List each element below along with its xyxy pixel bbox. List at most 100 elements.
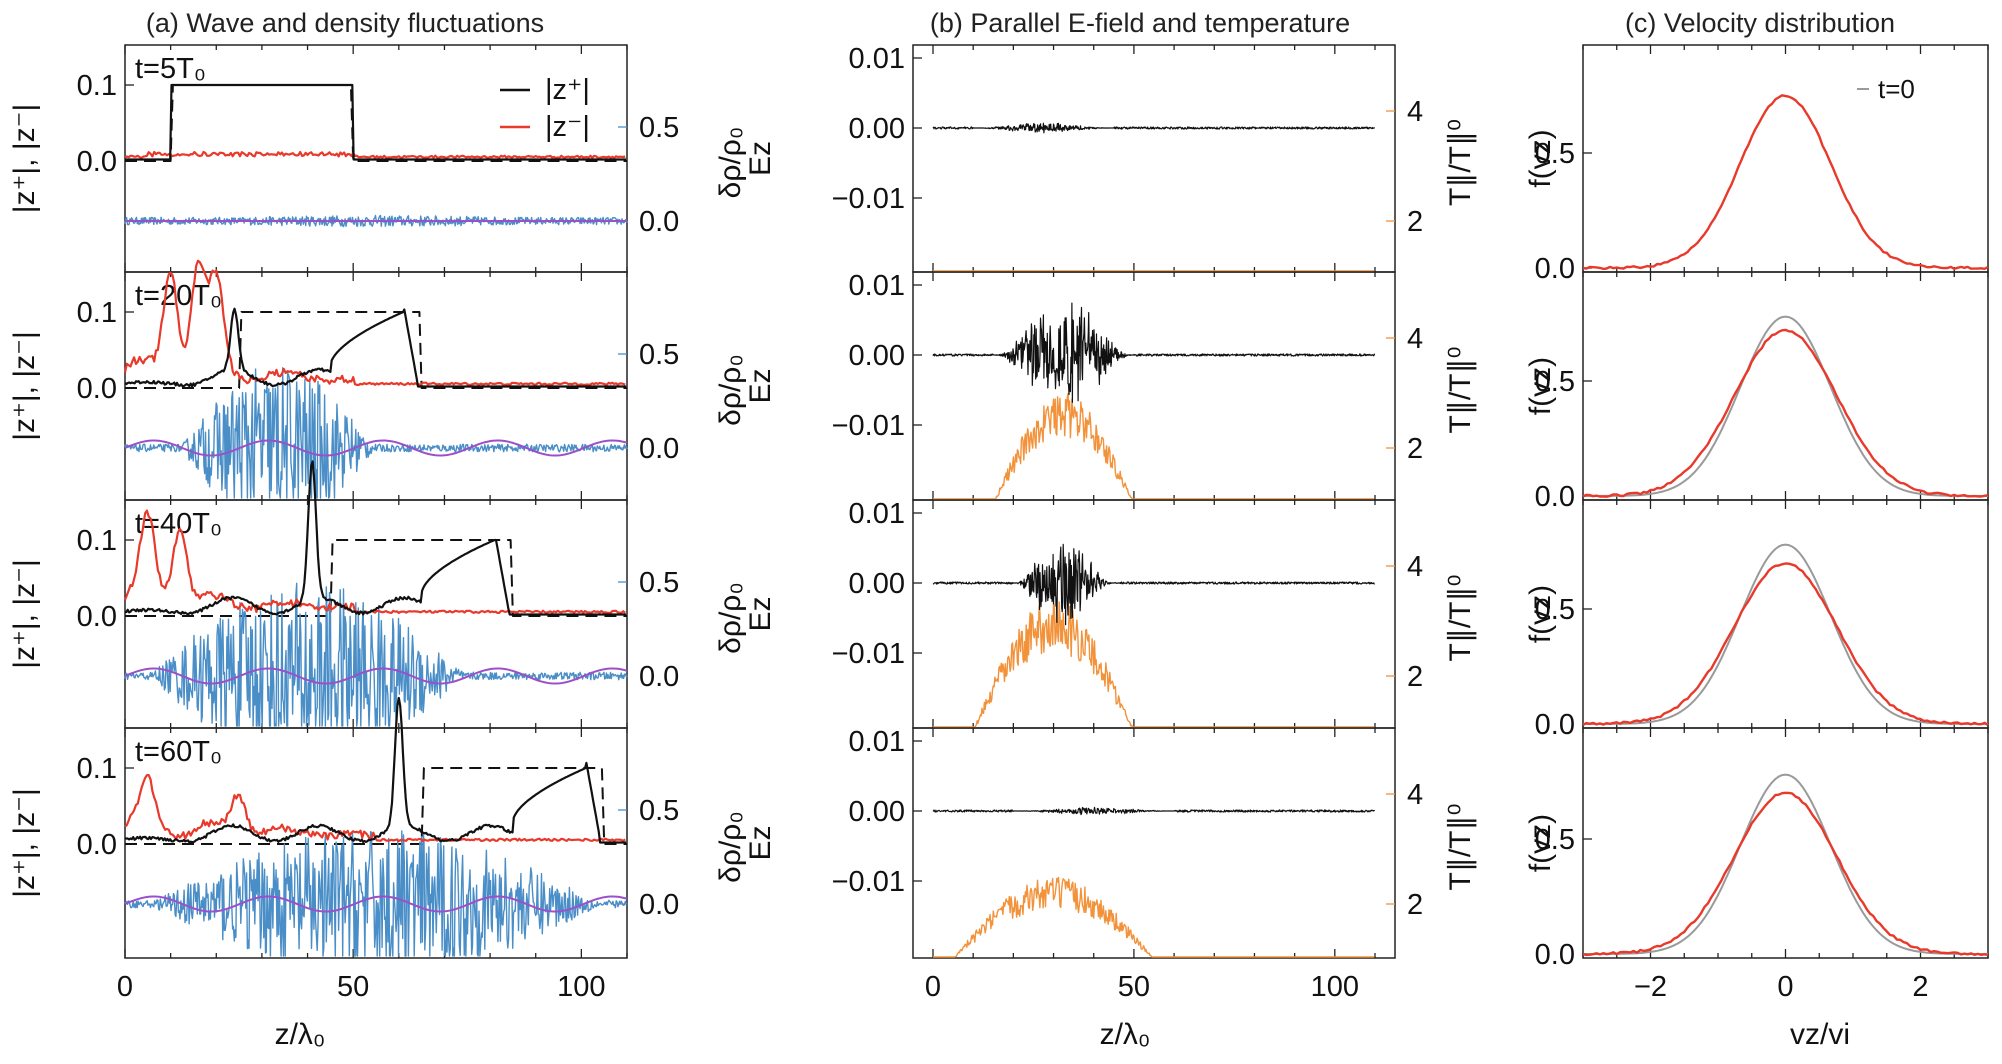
a-rtick-label: 0.0 [639, 661, 679, 693]
a-rtick-label: 0.5 [639, 795, 679, 827]
density-fluctuation [124, 830, 628, 957]
density-fluctuation [124, 367, 628, 499]
a-ytick-label: 0.0 [77, 373, 117, 405]
c-ytick-label: 0.5 [1535, 824, 1575, 856]
frame-c-3 [1582, 727, 1989, 959]
init-profile-dashed [125, 539, 627, 617]
b-rtick-label: 4 [1407, 551, 1423, 583]
b-ylabel-right: T∥/T∥⁰ [1444, 574, 1477, 661]
c-ylabel: f(vz) [1524, 814, 1557, 872]
b-ytick-label: −0.01 [832, 866, 905, 898]
b-rtick-label: 4 [1407, 779, 1423, 811]
b-ytick-label: 0.01 [849, 270, 905, 302]
z-minus-line [124, 150, 626, 160]
ez-line [932, 806, 1376, 816]
c-ytick-label: 0.5 [1535, 138, 1575, 170]
c-ytick-label: 0.0 [1535, 481, 1575, 513]
a-ylabel-left: |z⁺|, |z⁻| [8, 331, 41, 441]
b-rtick-label: 2 [1407, 206, 1423, 238]
tpar-line [933, 601, 1375, 728]
a-ylabel-right: δρ/ρ₀ [714, 354, 747, 426]
b-rtick-label: 4 [1407, 96, 1423, 128]
frame-c-2 [1582, 499, 1989, 729]
c-xtick-label: 2 [1912, 971, 1928, 1003]
density-mean [124, 895, 628, 913]
ez-line [932, 122, 1376, 134]
b-rtick-label: 2 [1407, 661, 1423, 693]
b-ytick-label: −0.01 [832, 638, 905, 670]
c-ylabel: f(vz) [1524, 357, 1557, 415]
c-ytick-label: 0.5 [1535, 366, 1575, 398]
f-t-line [1582, 94, 1989, 271]
f-t0-line [1583, 543, 1988, 725]
b-ylabel-left: Ez [744, 141, 777, 176]
b-ytick-label: 0.00 [849, 113, 905, 145]
z-plus-line [124, 460, 627, 616]
b-ytick-label: 0.01 [849, 498, 905, 530]
frame-b-1 [912, 271, 1396, 501]
a-rtick-label: 0.0 [639, 433, 679, 465]
b-ytick-label: 0.00 [849, 796, 905, 828]
b-ytick-label: 0.00 [849, 568, 905, 600]
legend-zminus-label: |z⁻| [545, 111, 590, 143]
a-xtick-label: 100 [557, 971, 605, 1003]
b-ytick-label: 0.00 [849, 340, 905, 372]
legend-c: t=0 [1857, 74, 1915, 104]
a-ylabel-right: δρ/ρ₀ [714, 127, 747, 199]
b-rtick-label: 4 [1407, 323, 1423, 355]
c-ytick-label: 0.0 [1535, 939, 1575, 971]
f-t0-line [1583, 315, 1988, 497]
frame-b-2 [912, 499, 1396, 729]
b-rtick-label: 2 [1407, 433, 1423, 465]
b-ytick-label: −0.01 [832, 410, 905, 442]
tpar-line [933, 876, 1375, 958]
ez-line [932, 543, 1375, 626]
c-ytick-label: 0.0 [1535, 253, 1575, 285]
c-xtick-label: −2 [1634, 971, 1667, 1003]
b-ylabel-right: T∥/T∥⁰ [1444, 119, 1477, 206]
b-xtick-label: 50 [1118, 971, 1150, 1003]
b-ytick-label: −0.01 [832, 183, 905, 215]
legend-zplus-label: |z⁺| [545, 74, 590, 106]
frame-c-1 [1582, 271, 1989, 501]
a-ytick-label: 0.1 [77, 297, 117, 329]
a-time-label-0: t=5T₀ [135, 53, 206, 85]
title-panel-a: (a) Wave and density fluctuations [146, 8, 544, 38]
b-xtick-label: 0 [925, 971, 941, 1003]
a-ytick-label: 0.0 [77, 601, 117, 633]
f-t-line [1582, 562, 1989, 727]
init-profile-dashed [125, 311, 627, 389]
a-ylabel-left: |z⁺|, |z⁻| [8, 559, 41, 669]
z-plus-line [125, 83, 627, 161]
a-rtick-label: 0.5 [639, 339, 679, 371]
c-ytick-label: 0.5 [1535, 594, 1575, 626]
xlabel-c: vz/vi [1790, 1018, 1850, 1051]
z-minus-line [123, 509, 626, 614]
density-mean [124, 667, 628, 685]
title-panel-b: (b) Parallel E-field and temperature [930, 8, 1350, 38]
xlabel-a: z/λ₀ [275, 1018, 326, 1051]
plot-area: 0.0 0.1 0.0 0.5 t=5T₀ |z⁺|, |z⁻| δρ/ρ₀ 0.0 0.1 0.… [8, 43, 1989, 1003]
frame-c-0 [1582, 44, 1989, 273]
a-ylabel-right: δρ/ρ₀ [714, 582, 747, 654]
init-profile-dashed [125, 767, 627, 845]
density-fluctuation [124, 582, 628, 727]
a-xtick-label: 0 [117, 971, 133, 1003]
a-rtick-label: 0.5 [639, 112, 679, 144]
a-xtick-label: 50 [337, 971, 369, 1003]
z-plus-line [125, 696, 627, 844]
ez-line [932, 302, 1376, 403]
b-ylabel-right: T∥/T∥⁰ [1444, 346, 1477, 433]
b-ylabel-left: Ez [744, 368, 777, 403]
tpar-line [933, 392, 1375, 500]
c-ylabel: f(vz) [1524, 129, 1557, 187]
a-ytick-label: 0.0 [77, 829, 117, 861]
a-time-label-3: t=60T₀ [135, 736, 222, 768]
b-ytick-label: 0.01 [849, 726, 905, 758]
c-ytick-label: 0.0 [1535, 709, 1575, 741]
density-mean [124, 439, 628, 457]
b-ylabel-left: Ez [744, 596, 777, 631]
f-t0-line [1583, 773, 1988, 955]
b-rtick-label: 2 [1407, 889, 1423, 921]
b-ylabel-right: T∥/T∥⁰ [1444, 803, 1477, 890]
